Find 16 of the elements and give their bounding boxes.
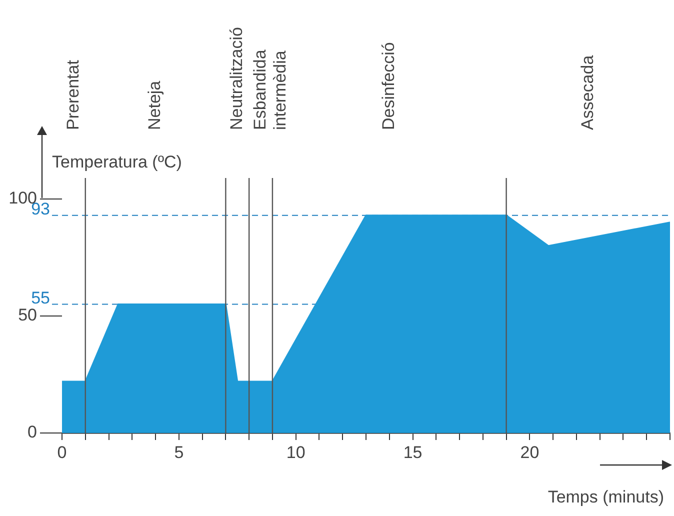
text: Neutralització xyxy=(227,27,246,130)
text: Esbandida intermèdia xyxy=(250,49,290,130)
x-tick-label: 10 xyxy=(286,442,306,462)
ref-line-label: 55 xyxy=(31,288,50,308)
text: Desinfecció xyxy=(379,42,398,130)
y-axis-title: Temperatura (ºC) xyxy=(52,152,182,172)
y-tick-label: 0 xyxy=(28,422,37,442)
text: Assecada xyxy=(578,54,597,130)
x-tick-label: 0 xyxy=(57,442,67,462)
y-tick-label: 50 xyxy=(18,306,37,325)
x-axis-title: Temps (minuts) xyxy=(548,488,664,507)
text: Neteja xyxy=(145,80,164,130)
x-tick-label: 15 xyxy=(403,442,422,462)
x-tick-label: 5 xyxy=(174,442,184,462)
text: Prerentat xyxy=(63,60,82,130)
x-tick-label: 20 xyxy=(520,442,540,462)
